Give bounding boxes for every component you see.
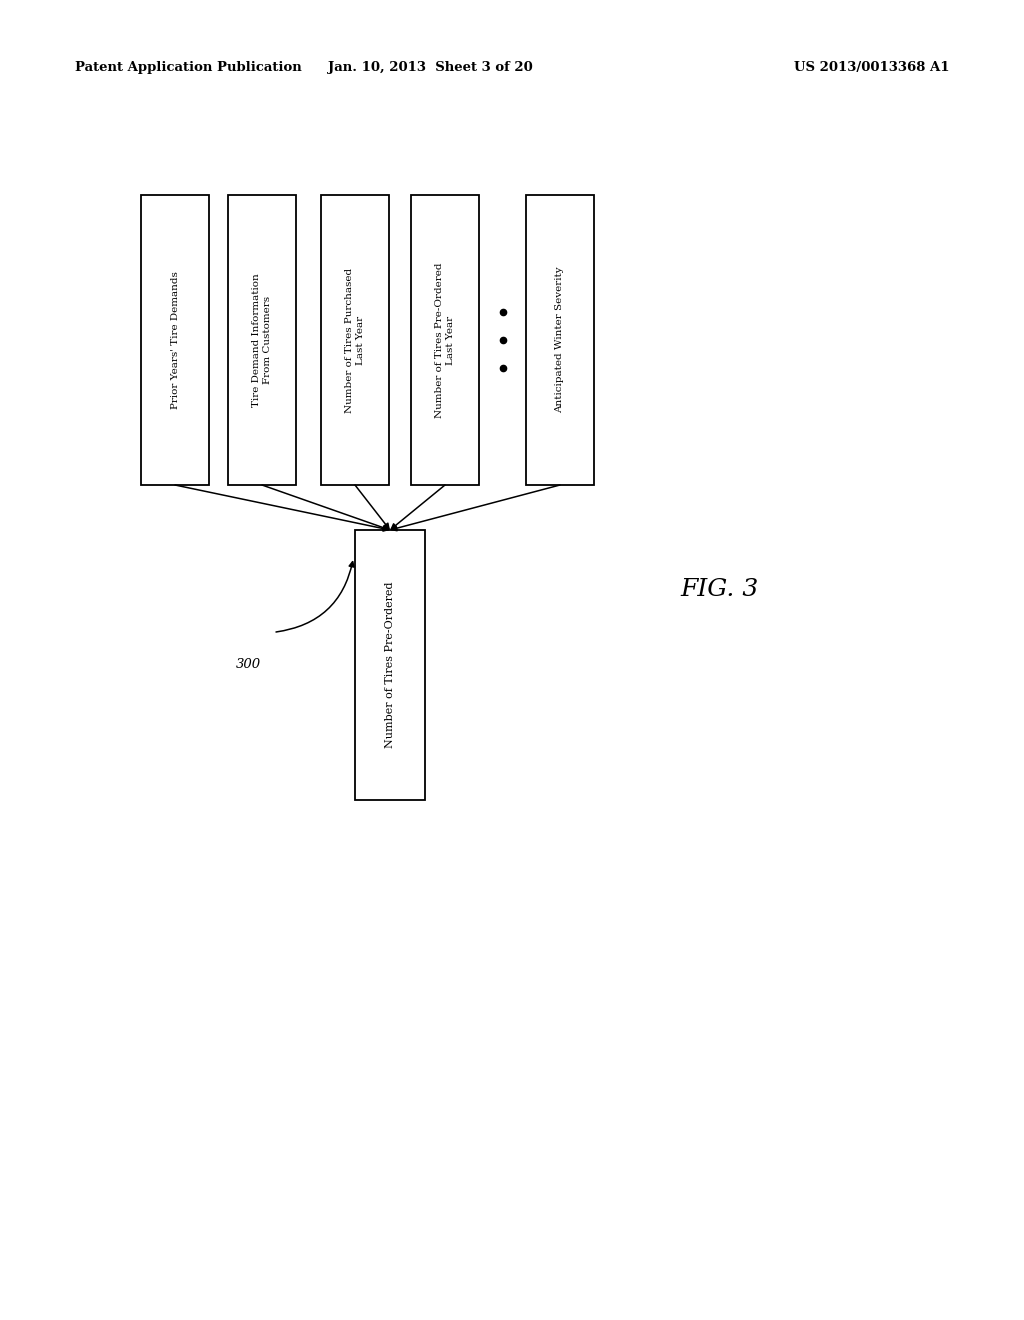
Text: Tire Demand Information
From Customers: Tire Demand Information From Customers (252, 273, 272, 407)
Text: Anticipated Winter Severity: Anticipated Winter Severity (555, 267, 564, 413)
Bar (526, 195, 594, 484)
Bar (228, 195, 296, 484)
Text: 300: 300 (236, 659, 260, 672)
Text: Patent Application Publication: Patent Application Publication (75, 62, 302, 74)
Text: Number of Tires Pre-Ordered: Number of Tires Pre-Ordered (385, 582, 395, 748)
Text: Prior Years' Tire Demands: Prior Years' Tire Demands (171, 271, 179, 409)
Text: Number of Tires Pre-Ordered
Last Year: Number of Tires Pre-Ordered Last Year (434, 263, 456, 417)
Bar (141, 195, 209, 484)
Text: Number of Tires Purchased
Last Year: Number of Tires Purchased Last Year (345, 268, 366, 413)
Text: FIG. 3: FIG. 3 (681, 578, 759, 602)
Text: US 2013/0013368 A1: US 2013/0013368 A1 (795, 62, 950, 74)
Text: Jan. 10, 2013  Sheet 3 of 20: Jan. 10, 2013 Sheet 3 of 20 (328, 62, 532, 74)
Bar (355, 531, 425, 800)
Bar (321, 195, 389, 484)
Bar (411, 195, 479, 484)
